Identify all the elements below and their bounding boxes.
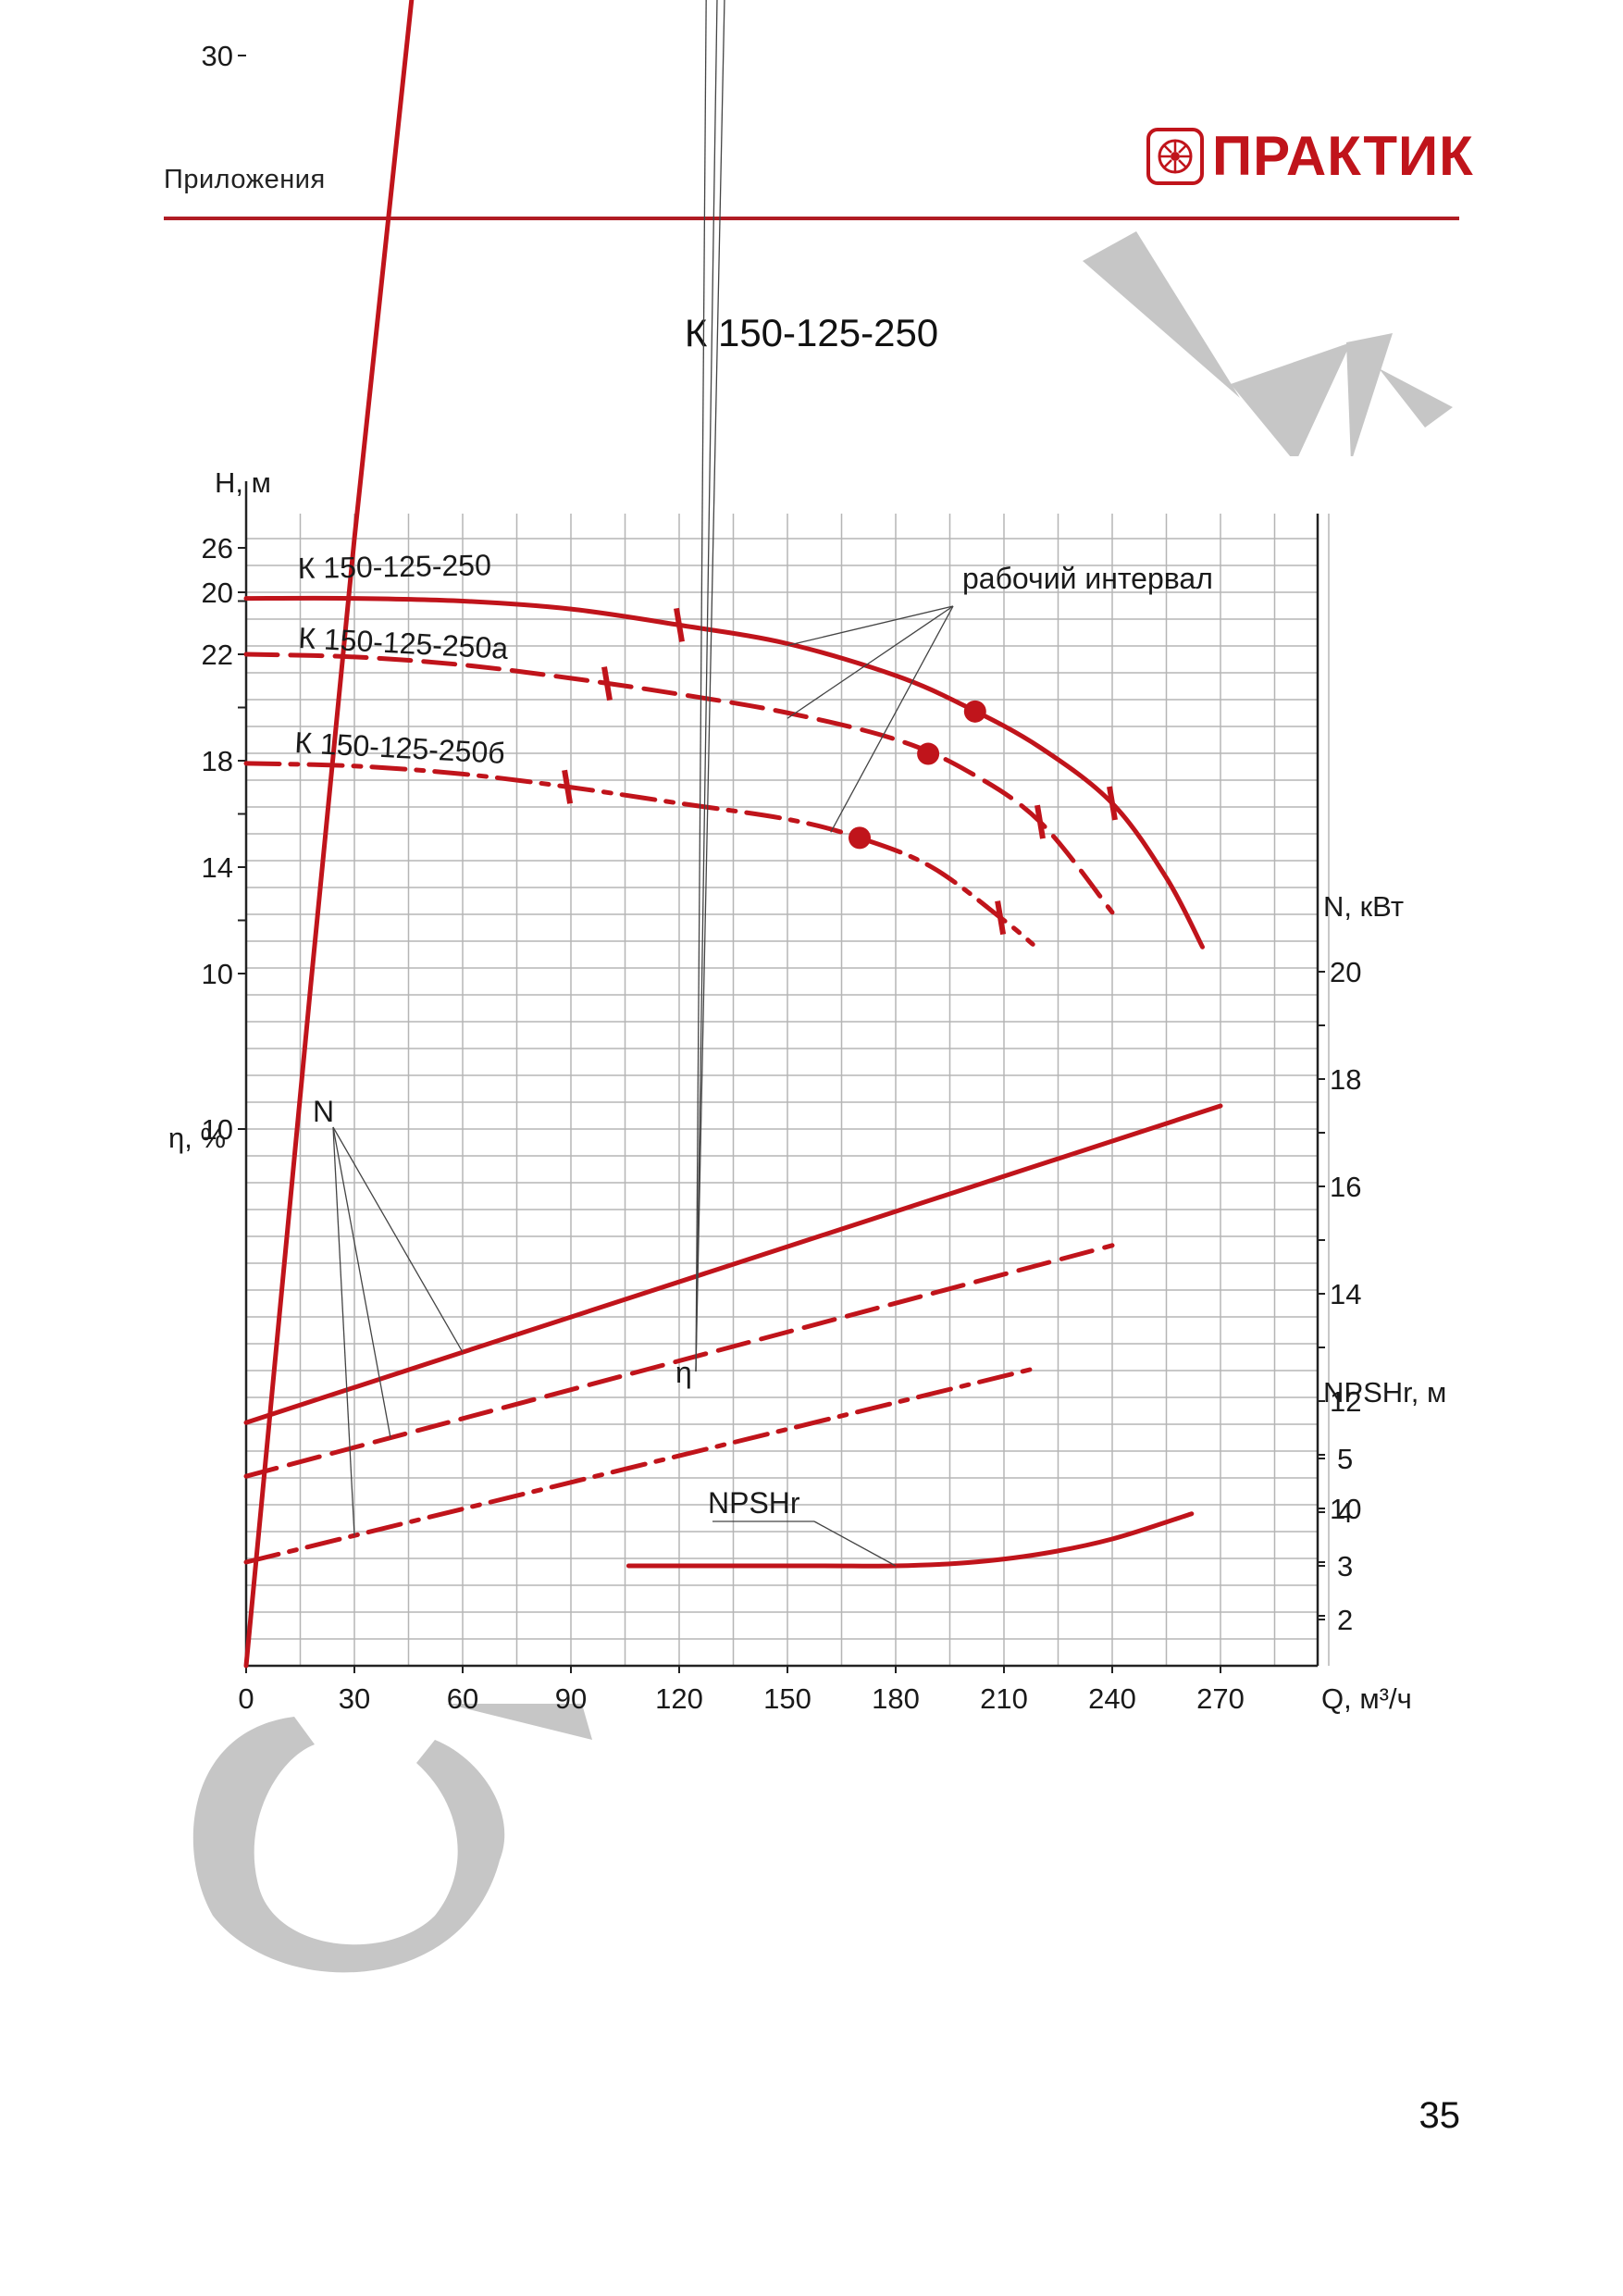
x-tick-label: 150: [763, 1682, 812, 1715]
operating-limit-tick: [562, 769, 574, 804]
section-header: Приложения: [164, 165, 326, 194]
x-tick-label: 180: [872, 1682, 920, 1715]
operating-range-leader: [830, 605, 954, 833]
head-axis-label: Н, м: [215, 466, 271, 499]
x-tick-label: 210: [980, 1682, 1028, 1715]
power-annotation-leader: [332, 1126, 391, 1438]
operating-limit-tick: [1107, 786, 1118, 821]
npsh-tick-label: 5: [1337, 1443, 1353, 1475]
page-number: 35: [1419, 2095, 1461, 2136]
power-tick-label: 14: [1330, 1278, 1361, 1310]
efficiency-tick-label: 20: [202, 577, 233, 609]
x-tick-label: 90: [555, 1682, 587, 1715]
efficiency-annotation-label: η: [675, 1356, 692, 1389]
power-tick-label: 12: [1330, 1385, 1361, 1418]
x-tick-label: 0: [238, 1682, 254, 1715]
chart-curves: [243, 0, 1223, 1669]
chart-grid: [245, 514, 1330, 1667]
efficiency-annotation-leader: [695, 0, 718, 1372]
efficiency-tick-label: 30: [202, 40, 233, 72]
power-annotation-label: N: [313, 1095, 334, 1128]
npsh-tick-label: 2: [1337, 1604, 1353, 1636]
x-tick-label: 240: [1088, 1682, 1136, 1715]
head-tick-label: 14: [202, 851, 233, 884]
pump-logo-icon: [1146, 128, 1204, 185]
head-curve-1: [243, 652, 1115, 915]
efficiency-annotation-leader: [695, 0, 725, 1372]
chart-axes: [238, 55, 1325, 1673]
operating-limit-tick: [601, 666, 613, 701]
x-axis-label: Q, м³/ч: [1321, 1682, 1412, 1715]
npsh-axis-label: NPSHr, м: [1323, 1376, 1446, 1409]
brand-name: ПРАКТИК: [1212, 125, 1474, 187]
head-tick-label: 18: [202, 745, 233, 777]
head-curve-2: [243, 761, 1035, 947]
operating-limit-tick: [1035, 804, 1046, 839]
operating-range-leader: [787, 605, 954, 719]
power-annotation-leader: [332, 1126, 464, 1353]
head-tick-label: 26: [202, 532, 233, 565]
chart-title: К 150-125-250: [684, 311, 939, 354]
npsh-curve-9: [626, 1511, 1195, 1569]
power-tick-label: 16: [1330, 1171, 1361, 1203]
npsh-tick-label: 4: [1337, 1496, 1353, 1529]
npsh-annotation-leader: [813, 1520, 897, 1567]
npsh-tick-label: 3: [1337, 1550, 1353, 1582]
power-annotation-leader: [332, 1126, 355, 1536]
operating-range-label: рабочий интервал: [962, 562, 1213, 595]
rated-point-marker: [849, 826, 871, 850]
head-series-label: К 150-125-250: [297, 548, 491, 585]
x-tick-label: 30: [339, 1682, 370, 1715]
power-curve-4: [243, 1243, 1115, 1479]
operating-range-leader: [787, 605, 954, 647]
operating-limit-tick: [674, 607, 685, 642]
power-tick-label: 18: [1330, 1063, 1361, 1096]
x-tick-label: 120: [655, 1682, 703, 1715]
x-tick-label: 60: [447, 1682, 478, 1715]
efficiency-curve-6: [243, 0, 413, 1669]
power-tick-label: 10: [1330, 1493, 1361, 1525]
power-axis-label: N, кВт: [1323, 890, 1404, 923]
operating-limit-tick: [995, 900, 1007, 936]
power-tick-label: 20: [1330, 956, 1361, 988]
efficiency-tick-label: 10: [202, 1113, 233, 1146]
efficiency-annotation-leader: [695, 0, 707, 1372]
head-tick-label: 10: [202, 958, 233, 990]
brand-logo: ПРАКТИК: [1146, 127, 1474, 186]
npsh-annotation-label: NPSHr: [708, 1486, 800, 1520]
rated-point-marker: [963, 700, 986, 723]
header-divider: [164, 217, 1459, 220]
rated-point-marker: [917, 742, 940, 765]
power-curve-5: [243, 1366, 1035, 1565]
x-tick-label: 270: [1196, 1682, 1245, 1715]
head-tick-label: 22: [202, 639, 233, 671]
efficiency-axis-label: η, %: [168, 1122, 226, 1154]
